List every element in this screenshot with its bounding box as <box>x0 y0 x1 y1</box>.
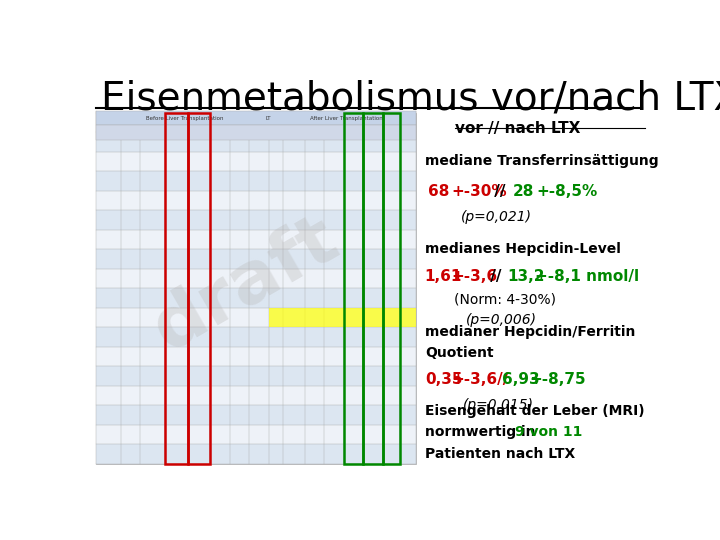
Text: Eisengehalt der Leber (MRI): Eisengehalt der Leber (MRI) <box>425 404 644 417</box>
Text: Before Liver Transplantation: Before Liver Transplantation <box>146 116 224 120</box>
Text: mediane Transferrinsättigung: mediane Transferrinsättigung <box>425 154 658 168</box>
Text: +-3,6: +-3,6 <box>451 268 498 284</box>
FancyBboxPatch shape <box>96 386 416 406</box>
FancyBboxPatch shape <box>96 125 416 140</box>
Text: +-30%: +-30% <box>451 184 507 199</box>
Text: Eisenmetabolismus vor/nach LTX: Eisenmetabolismus vor/nach LTX <box>101 79 720 117</box>
FancyBboxPatch shape <box>96 406 416 425</box>
Text: normwertig in: normwertig in <box>425 426 540 440</box>
Text: 1,61: 1,61 <box>425 268 462 284</box>
FancyBboxPatch shape <box>96 171 416 191</box>
Text: 13,2: 13,2 <box>508 268 545 284</box>
FancyBboxPatch shape <box>269 308 416 327</box>
Text: 9 von 11: 9 von 11 <box>516 426 582 440</box>
FancyBboxPatch shape <box>96 191 416 210</box>
FancyBboxPatch shape <box>96 113 416 464</box>
FancyBboxPatch shape <box>96 210 416 230</box>
FancyBboxPatch shape <box>96 327 416 347</box>
FancyBboxPatch shape <box>96 269 416 288</box>
FancyBboxPatch shape <box>96 308 416 327</box>
Text: 68: 68 <box>428 184 449 199</box>
FancyBboxPatch shape <box>96 366 416 386</box>
Text: //: // <box>485 268 506 284</box>
Text: After Liver Transplantation: After Liver Transplantation <box>310 116 383 120</box>
FancyBboxPatch shape <box>96 444 416 464</box>
Text: 0,35: 0,35 <box>425 373 462 388</box>
FancyBboxPatch shape <box>96 425 416 444</box>
FancyBboxPatch shape <box>96 111 416 125</box>
Text: +-8,1 nmol/l: +-8,1 nmol/l <box>535 268 639 284</box>
Text: Patienten nach LTX: Patienten nach LTX <box>425 447 575 461</box>
Text: (p=0,021): (p=0,021) <box>461 210 532 224</box>
Text: +-3,6//: +-3,6// <box>451 373 509 388</box>
Text: vor // nach LTX: vor // nach LTX <box>456 121 581 136</box>
Text: LT: LT <box>266 116 271 120</box>
Text: (Norm: 4-30%): (Norm: 4-30%) <box>454 293 556 307</box>
Text: +-8,5%: +-8,5% <box>536 184 598 199</box>
Text: (p=0,015): (p=0,015) <box>463 399 534 412</box>
FancyBboxPatch shape <box>96 347 416 366</box>
Text: (p=0,006): (p=0,006) <box>466 313 536 327</box>
FancyBboxPatch shape <box>96 132 416 152</box>
FancyBboxPatch shape <box>96 288 416 308</box>
FancyBboxPatch shape <box>96 152 416 171</box>
Text: 28: 28 <box>513 184 534 199</box>
Text: +-8,75: +-8,75 <box>530 373 586 388</box>
Text: medianes Hepcidin-Level: medianes Hepcidin-Level <box>425 241 621 255</box>
Text: Quotient: Quotient <box>425 346 493 360</box>
FancyBboxPatch shape <box>96 230 416 249</box>
FancyBboxPatch shape <box>96 249 416 269</box>
FancyBboxPatch shape <box>96 113 416 132</box>
Text: medianer Hepcidin/Ferritin: medianer Hepcidin/Ferritin <box>425 325 635 339</box>
Text: //: // <box>489 184 510 199</box>
Text: 6,93: 6,93 <box>502 373 539 388</box>
Text: draft: draft <box>141 205 351 366</box>
